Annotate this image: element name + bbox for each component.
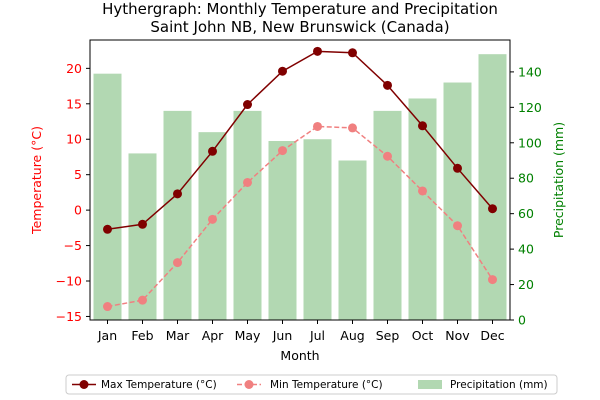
max-temp-point-jun	[278, 66, 287, 76]
axes: −15 −10 −5 0 5 10 15 20 0 20 40 60 80 100 120 140 Jan Feb…	[56, 39, 542, 343]
legend-min-label: Min Temperature (°C)	[270, 379, 383, 391]
max-temp-point-sep	[383, 80, 392, 90]
y-right-tick-label: 120	[518, 100, 542, 115]
max-temp-point-aug	[348, 48, 357, 58]
x-tick-label: Dec	[480, 328, 504, 343]
min-temp-line	[107, 125, 494, 308]
y-left-tick-label: 0	[74, 203, 82, 218]
max-temp-line	[107, 50, 494, 231]
y-right-tick-label: 0	[518, 313, 526, 328]
x-tick-label: Sep	[376, 328, 400, 343]
y-right-tick-label: 140	[518, 64, 542, 79]
min-temp-point-aug	[348, 123, 357, 133]
x-tick-label: Oct	[412, 328, 434, 343]
precip-bar-sep	[373, 110, 402, 320]
precip-bar-jul	[303, 139, 332, 320]
y-axis-right-label: Precipitation (mm)	[551, 122, 566, 238]
y-right-tick-label: 100	[518, 135, 542, 150]
x-tick-label: Jul	[309, 328, 325, 343]
legend-precip-label: Precipitation (mm)	[450, 379, 548, 391]
y-right-tick-label: 20	[518, 277, 534, 292]
y-left-tick-label: −10	[56, 274, 82, 289]
min-temp-point-dec	[488, 275, 497, 285]
max-temp-point-mar	[173, 189, 182, 199]
x-tick-label: Mar	[166, 328, 190, 343]
precip-bar-apr	[198, 132, 227, 320]
precip-bar-aug	[338, 160, 367, 320]
precip-bar-jun	[268, 141, 297, 320]
min-temp-point-apr	[208, 214, 217, 224]
precipitation-bars	[93, 54, 507, 320]
y-left-tick-label: 15	[66, 96, 82, 111]
y-left-tick-label: 10	[66, 132, 82, 147]
precip-bar-mar	[163, 110, 192, 320]
legend-precip-swatch	[418, 380, 442, 389]
temperature-lines	[103, 46, 497, 312]
x-tick-label: Aug	[340, 328, 364, 343]
min-temp-point-sep	[383, 151, 392, 161]
y-right-tick-label: 80	[518, 171, 534, 186]
x-tick-label: Jan	[97, 328, 117, 343]
chart-subtitle: Saint John NB, New Brunswick (Canada)	[150, 18, 449, 36]
x-tick-label: Apr	[202, 328, 224, 343]
min-temp-point-oct	[418, 186, 427, 196]
min-temp-point-nov	[453, 221, 462, 231]
y-axis-left-label: Temperature (°C)	[29, 126, 44, 235]
min-temp-point-jul	[313, 121, 322, 131]
x-axis-label: Month	[280, 348, 319, 363]
legend: Max Temperature (°C) Min Temperature (°C)…	[65, 374, 558, 395]
legend-max-label: Max Temperature (°C)	[101, 379, 217, 391]
min-temp-point-jan	[103, 302, 112, 312]
x-tick-label: Feb	[131, 328, 153, 343]
precip-bar-oct	[408, 98, 437, 320]
y-left-tick-label: 5	[74, 167, 82, 182]
y-right-tick-label: 40	[518, 242, 534, 257]
min-temp-point-feb	[138, 295, 147, 305]
max-temp-point-jan	[103, 224, 112, 234]
legend-max-marker	[79, 380, 89, 389]
precip-bar-may	[233, 110, 262, 320]
precip-bar-feb	[128, 153, 157, 320]
y-left-tick-label: 20	[66, 61, 82, 76]
precip-bar-jan	[93, 73, 122, 320]
legend-box	[65, 374, 558, 395]
legend-min-marker	[244, 380, 254, 389]
min-temp-point-jun	[278, 146, 287, 156]
precip-bar-nov	[443, 82, 472, 320]
max-temp-point-dec	[488, 204, 497, 214]
y-right-tick-label: 60	[518, 206, 534, 221]
y-left-tick-label: −5	[64, 238, 82, 253]
max-temp-point-nov	[453, 163, 462, 173]
y-left-tick-label: −15	[56, 309, 82, 324]
max-temp-point-apr	[208, 146, 217, 156]
plot-frame	[89, 39, 511, 321]
max-temp-point-oct	[418, 121, 427, 131]
x-tick-label: May	[235, 328, 261, 343]
min-temp-point-mar	[173, 258, 182, 268]
max-temp-point-feb	[138, 219, 147, 229]
x-tick-label: Nov	[445, 328, 470, 343]
x-tick-label: Jun	[272, 328, 293, 343]
min-temp-point-may	[243, 177, 252, 187]
chart-title: Hythergraph: Monthly Temperature and Pre…	[102, 0, 498, 18]
max-temp-point-may	[243, 100, 252, 110]
max-temp-point-jul	[313, 46, 322, 56]
